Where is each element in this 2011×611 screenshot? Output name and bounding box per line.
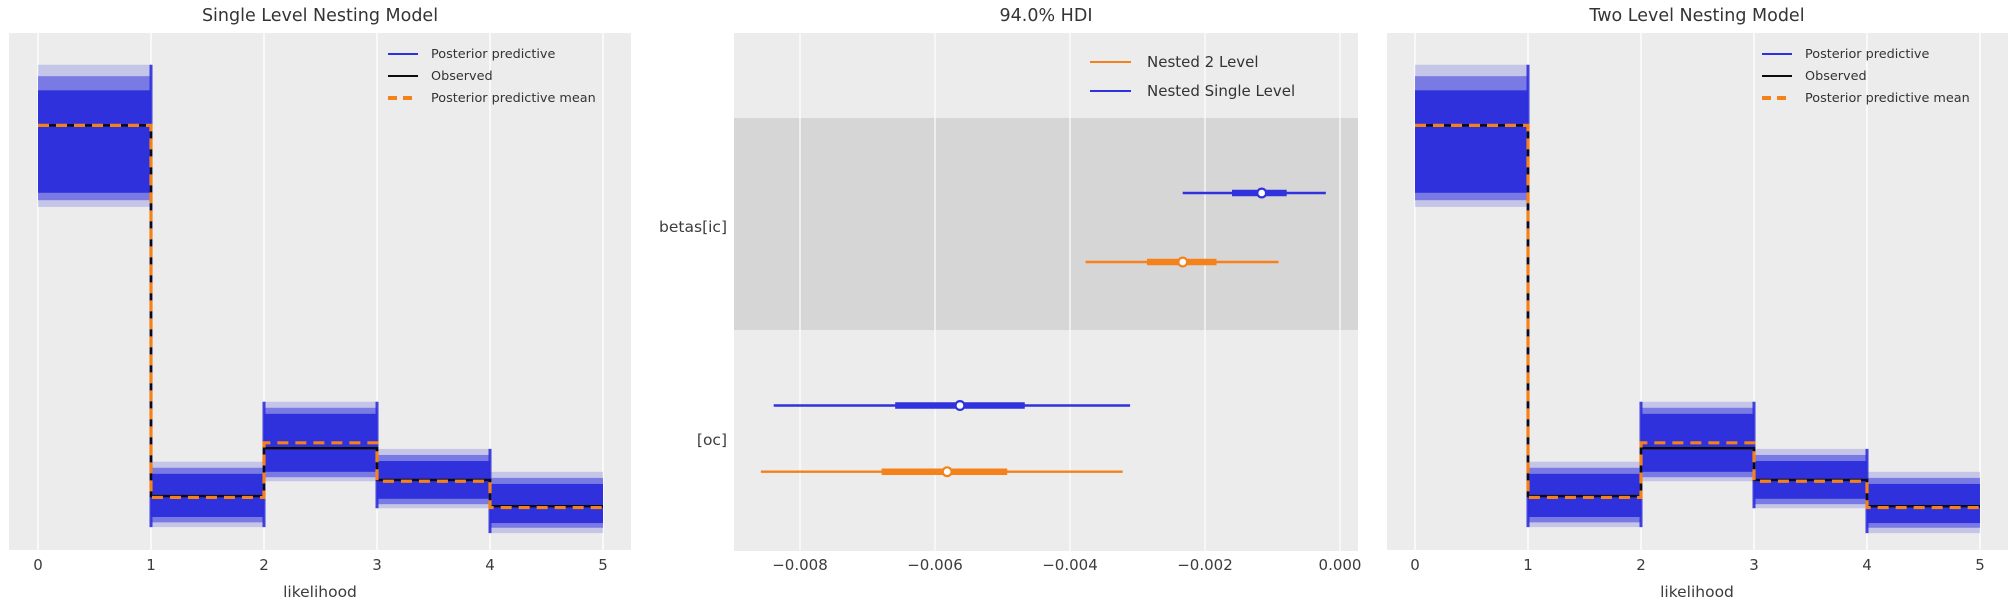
middle-median-dot [1256, 187, 1268, 199]
legend-label: Posterior predictive mean [431, 90, 596, 106]
middle-median-dot [954, 400, 966, 412]
observed-line-swatch [388, 75, 418, 77]
left-plot-title: Single Level Nesting Model [201, 6, 439, 26]
legend-label: Observed [1805, 68, 1867, 84]
right-xtick-label: 3 [1749, 556, 1759, 574]
middle-plot-title: 94.0% HDI [999, 6, 1093, 26]
legend-label: Nested 2 Level [1147, 52, 1259, 71]
left-xtick-label: 5 [598, 556, 608, 574]
observed-line-swatch [1762, 75, 1792, 77]
middle-shaded-variable-band [734, 118, 1358, 330]
right-posterior-predictive-band [1867, 483, 1980, 524]
legend-item: Posterior predictive mean [1762, 87, 1970, 109]
legend-item: Nested 2 Level [1090, 47, 1295, 76]
left-xtick-label: 1 [146, 556, 156, 574]
left-xtick-label: 4 [485, 556, 495, 574]
right-xaxis-label: likelihood [1660, 583, 1734, 601]
right-plot-legend: Posterior predictive Observed Posterior … [1762, 43, 1970, 109]
middle-xtick-label: −0.002 [1177, 556, 1233, 574]
ytick-label-betas-ic: betas[ic] [659, 218, 727, 236]
middle-median-dot [1177, 256, 1189, 268]
right-posterior-predictive-mean-step-line [1415, 123, 1980, 510]
posterior-predictive-line-swatch [388, 53, 418, 55]
middle-median-dot [941, 466, 953, 478]
legend-label: Observed [431, 68, 493, 84]
posterior-predictive-mean-line-swatch [388, 96, 418, 100]
legend-item: Nested Single Level [1090, 76, 1295, 105]
right-plot-title: Two Level Nesting Model [1589, 6, 1805, 26]
left-xtick-label: 0 [33, 556, 43, 574]
middle-xtick-label: −0.004 [1042, 556, 1098, 574]
right-xtick-label: 4 [1862, 556, 1872, 574]
left-plot-legend: Posterior predictive Observed Posterior … [388, 43, 596, 109]
legend-label: Nested Single Level [1147, 81, 1296, 100]
left-xtick-label: 3 [372, 556, 382, 574]
right-xtick-label: 1 [1523, 556, 1533, 574]
legend-item: Posterior predictive mean [388, 87, 596, 109]
legend-item: Observed [1762, 65, 1970, 87]
middle-xtick-label: −0.006 [907, 556, 963, 574]
nested-single-level-line-swatch [1090, 89, 1131, 92]
legend-item: Observed [388, 65, 596, 87]
middle-plot-legend: Nested 2 Level Nested Single Level [1090, 47, 1295, 105]
legend-item: Posterior predictive [388, 43, 596, 65]
left-posterior-predictive-band [490, 483, 603, 524]
middle-xtick-label: 0.000 [1318, 556, 1362, 574]
left-xaxis-label: likelihood [283, 583, 357, 601]
legend-item: Posterior predictive [1762, 43, 1970, 65]
left-xtick-label: 2 [259, 556, 269, 574]
left-posterior-predictive-mean-step-line [38, 123, 603, 510]
right-xtick-label: 2 [1636, 556, 1646, 574]
legend-label: Posterior predictive [431, 46, 556, 62]
right-xtick-label: 5 [1975, 556, 1985, 574]
middle-xtick-label: −0.008 [772, 556, 828, 574]
posterior-predictive-mean-line-swatch [1762, 96, 1792, 100]
legend-label: Posterior predictive [1805, 46, 1930, 62]
ytick-label-oc: [oc] [696, 431, 727, 449]
legend-label: Posterior predictive mean [1805, 90, 1970, 106]
right-xtick-label: 0 [1410, 556, 1420, 574]
right-posterior-predictive-band [1415, 90, 1528, 193]
left-posterior-predictive-band [38, 90, 151, 193]
nested-2-level-line-swatch [1090, 60, 1131, 63]
posterior-predictive-line-swatch [1762, 53, 1792, 55]
